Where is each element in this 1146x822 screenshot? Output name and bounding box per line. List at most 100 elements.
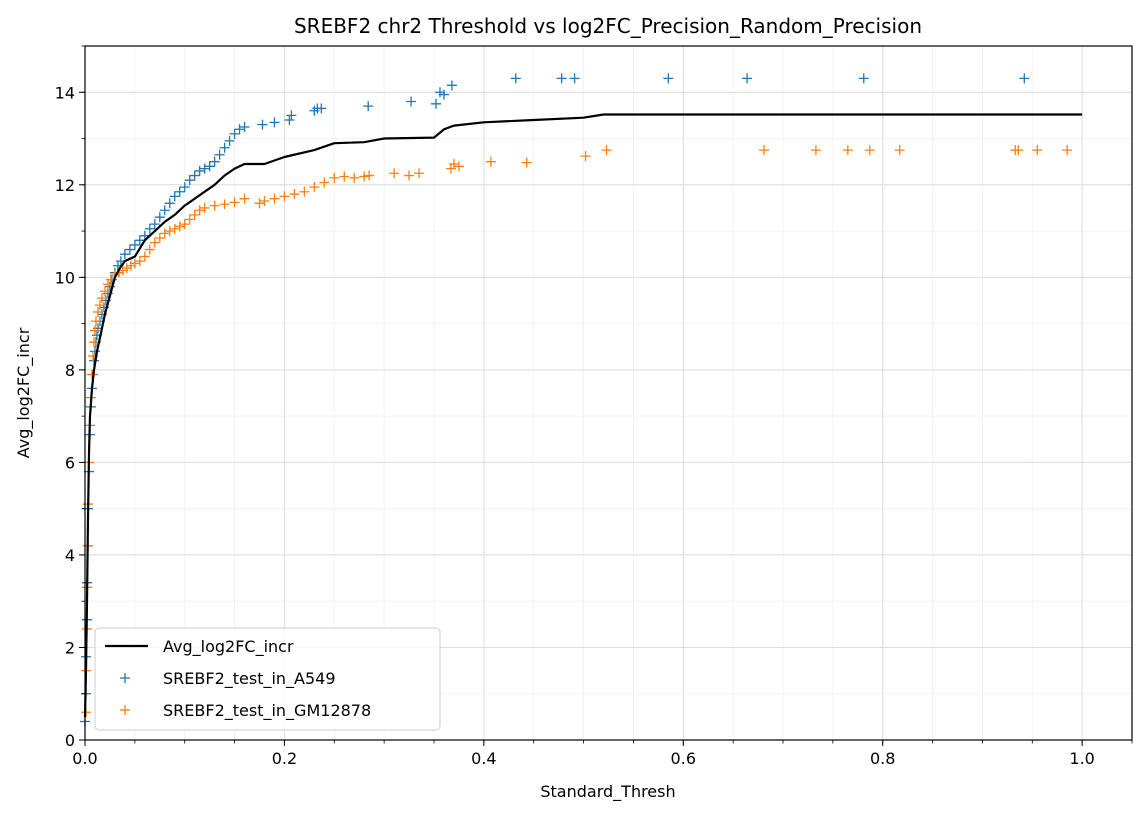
scatter-point xyxy=(1032,145,1043,156)
scatter-point xyxy=(339,171,350,182)
legend: Avg_log2FC_incr SREBF2_test_in_A549 SREB… xyxy=(94,627,441,731)
avg-log2fc-line xyxy=(83,113,1083,717)
scatter-point xyxy=(1062,145,1073,156)
scatter-point xyxy=(174,221,185,232)
scatter-point xyxy=(309,182,320,193)
scatter-point xyxy=(485,156,496,167)
scatter-point xyxy=(184,175,195,186)
scatter-point xyxy=(179,182,190,193)
scatter-point xyxy=(1019,73,1030,84)
scatter-point xyxy=(224,135,235,146)
scatter-point xyxy=(121,263,132,274)
scatter-point xyxy=(134,235,145,246)
scatter-point xyxy=(194,205,205,216)
scatter-point xyxy=(90,316,101,327)
x-tick-label: 0.4 xyxy=(471,749,496,768)
scatter-point xyxy=(169,223,180,234)
scatter-point xyxy=(389,168,400,179)
scatter-point xyxy=(154,233,165,244)
x-tick-label: 0.0 xyxy=(72,749,97,768)
scatter-point xyxy=(189,170,200,181)
scatter-point xyxy=(510,73,521,84)
scatter-point xyxy=(580,151,591,162)
scatter-point xyxy=(219,142,230,153)
scatter-point xyxy=(742,73,753,84)
scatter-point xyxy=(406,96,417,107)
y-tick-label: 14 xyxy=(55,83,75,102)
scatter-point xyxy=(430,98,441,109)
scatter-point xyxy=(759,145,770,156)
scatter-point xyxy=(257,119,268,130)
scatter-point xyxy=(810,145,821,156)
scatter-point xyxy=(284,115,295,126)
scatter-point xyxy=(279,191,290,202)
scatter-point xyxy=(229,128,240,139)
scatter-point xyxy=(96,293,107,304)
scatter-point xyxy=(204,161,215,172)
legend-marker-gm12878 xyxy=(120,705,130,715)
scatter-point xyxy=(858,73,869,84)
scatter-point xyxy=(316,103,327,114)
scatter-point xyxy=(404,170,415,181)
scatter-point xyxy=(119,249,130,260)
scatter-point xyxy=(174,186,185,197)
y-tick-label: 4 xyxy=(65,546,75,565)
x-tick-label: 0.8 xyxy=(870,749,895,768)
y-tick-label: 8 xyxy=(65,361,75,380)
scatter-point xyxy=(129,239,140,250)
scatter-point xyxy=(289,189,300,200)
scatter-point xyxy=(199,202,210,213)
scatter-point xyxy=(438,89,449,100)
axis-ticks: 0.0 0.2 0.4 0.6 0.8 1.0 0 2 4 6 8 10 12 14 xyxy=(55,45,1133,768)
y-tick-label: 12 xyxy=(55,176,75,195)
scatter-point xyxy=(239,121,250,132)
scatter-point xyxy=(663,73,674,84)
legend-label-a549: SREBF2_test_in_A549 xyxy=(163,669,336,689)
scatter-point xyxy=(363,101,374,112)
legend-label-avg: Avg_log2FC_incr xyxy=(163,637,294,657)
scatter-point xyxy=(179,219,190,230)
scatter-point xyxy=(86,369,97,380)
scatter-point xyxy=(569,73,580,84)
scatter-point xyxy=(234,124,245,135)
x-axis-label: Standard_Thresh xyxy=(540,782,675,802)
scatter-point xyxy=(159,205,170,216)
scatter-point xyxy=(319,177,330,188)
chart-title: SREBF2 chr2 Threshold vs log2FC_Precisio… xyxy=(294,14,922,38)
scatter-point xyxy=(286,110,297,121)
scatter-point xyxy=(149,219,160,230)
scatter-point xyxy=(349,172,360,183)
scatter-point xyxy=(219,199,230,210)
scatter-point xyxy=(124,244,135,255)
scatter-point xyxy=(1013,145,1024,156)
scatter-point xyxy=(129,258,140,269)
scatter-point xyxy=(446,80,457,91)
scatter-point xyxy=(229,197,240,208)
scatter-point xyxy=(144,223,155,234)
x-tick-label: 0.2 xyxy=(272,749,297,768)
scatter-point xyxy=(521,157,532,168)
scatter-point xyxy=(299,186,310,197)
scatter-point xyxy=(189,209,200,220)
y-tick-label: 6 xyxy=(65,453,75,472)
scatter-point xyxy=(259,195,270,206)
scatter-point xyxy=(448,158,459,169)
y-axis-label: Avg_log2FC_incr xyxy=(14,327,34,458)
series-gm12878 xyxy=(80,145,1073,718)
scatter-point xyxy=(88,337,99,348)
scatter-point xyxy=(894,145,905,156)
scatter-point xyxy=(164,226,175,237)
scatter-point xyxy=(92,307,103,318)
plot-marks xyxy=(80,73,1083,727)
scatter-point xyxy=(359,171,370,182)
scatter-point xyxy=(169,191,180,202)
scatter-point xyxy=(329,172,340,183)
scatter-point xyxy=(453,161,464,172)
scatter-point xyxy=(94,300,105,311)
scatter-point xyxy=(842,145,853,156)
scatter-point xyxy=(214,149,225,160)
scatter-point xyxy=(199,163,210,174)
scatter-point xyxy=(269,193,280,204)
